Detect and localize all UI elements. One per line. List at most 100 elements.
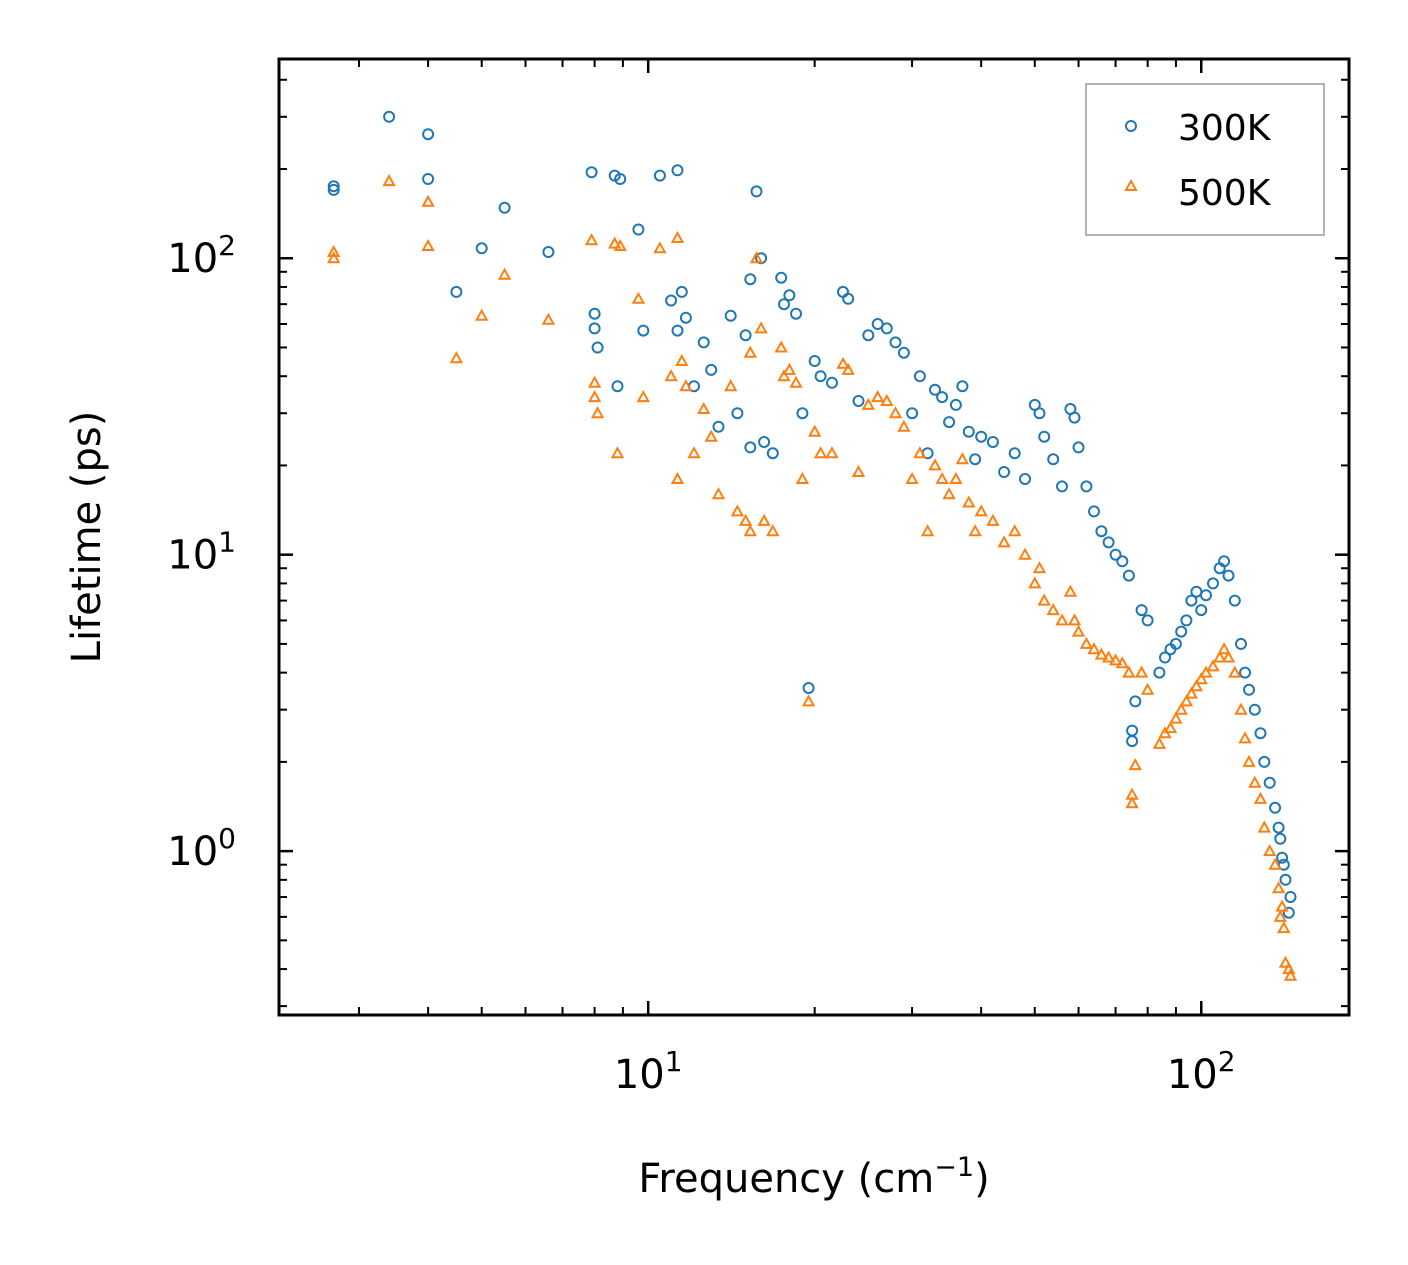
point-300k [1126,735,1139,748]
point-500k [968,524,982,537]
point-300k [783,289,796,302]
point-300k [637,324,650,337]
point-500k [1134,665,1149,678]
point-500k [687,446,701,459]
point-300k [1282,906,1295,919]
point-500k [942,487,956,500]
point-300k [675,285,688,298]
point-300k [383,110,396,123]
point-300k [1276,851,1289,864]
point-300k [653,169,666,182]
legend-label-300k: 300K [1178,108,1272,149]
point-300k [1248,703,1261,716]
point-500k [1184,686,1199,699]
point-300k [842,292,855,305]
point-500k [327,244,341,257]
point-500k [880,393,894,406]
point-500k [1122,665,1136,678]
point-300k [327,183,340,196]
point-500k [897,419,911,432]
point-300k [450,285,463,298]
point-500k [813,446,828,459]
point-500k [1152,736,1167,749]
point-500k [1079,636,1094,649]
x-tick-label: 101 [614,1045,683,1098]
point-500k [1199,665,1213,678]
point-500k [997,535,1011,548]
point-500k [1277,921,1291,934]
point-300k [1222,569,1235,582]
point-300k [889,336,902,349]
series-layer [327,110,1298,981]
point-300k [542,246,555,258]
point-500k [1189,679,1204,692]
point-300k [1218,555,1231,568]
point-500k [1194,672,1208,685]
point-500k [928,458,942,471]
point-300k [775,271,788,284]
point-500k [1271,881,1286,894]
point-300k [1169,637,1182,650]
point-500k [1179,694,1194,707]
point-300k [671,324,684,337]
point-500k [920,524,935,537]
point-300k [778,298,790,311]
y-axis-label: Lifetime (ps) [64,411,110,664]
point-300k [1243,683,1255,696]
point-500k [774,340,788,353]
point-300k [949,398,962,411]
point-500k [1257,820,1271,833]
point-300k [1038,430,1051,443]
point-300k [1047,453,1060,466]
point-300k [1274,832,1287,845]
point-500k [962,495,976,508]
point-500k [541,312,556,325]
point-500k [1140,682,1155,695]
point-500k [1169,711,1183,724]
point-300k [1072,441,1085,454]
point-300k [852,395,865,407]
point-500k [1115,656,1129,669]
point-300k [802,682,815,694]
point-500k [871,390,885,403]
legend: 300K 500K [1085,83,1325,236]
point-500k [1253,791,1268,804]
point-500k [777,369,791,382]
point-500k [801,694,816,707]
point-500k [1234,702,1248,715]
x-tick-label: 102 [1167,1045,1236,1098]
point-300k [962,425,975,438]
point-300k [679,311,692,324]
point-300k [724,309,737,322]
point-500k [1055,613,1069,626]
point-300k [1159,651,1171,664]
point-500k [935,471,949,484]
point-300k [766,447,779,460]
point-500k [1228,665,1242,678]
point-500k [1242,754,1256,767]
point-300k [1185,594,1198,607]
point-500k [1032,561,1047,574]
point-300k [750,185,763,198]
point-500k [382,174,396,187]
point-300k [913,370,926,383]
point-500k [1221,650,1236,663]
point-500k [1128,758,1142,771]
point-500k [730,504,745,517]
point-500k [986,513,1000,526]
point-500k [913,446,927,459]
point-500k [1125,796,1139,809]
point-500k [757,513,771,526]
point-500k [851,464,866,477]
point-500k [949,471,963,484]
point-500k [449,351,464,364]
point-300k [1284,891,1297,903]
point-300k [1239,666,1251,679]
point-500k [1217,642,1231,655]
point-300k [936,391,949,404]
point-300k [588,307,601,320]
series-300k [327,110,1297,919]
point-300k [1269,801,1282,814]
point-300k [986,436,999,448]
point-300k [731,407,744,420]
